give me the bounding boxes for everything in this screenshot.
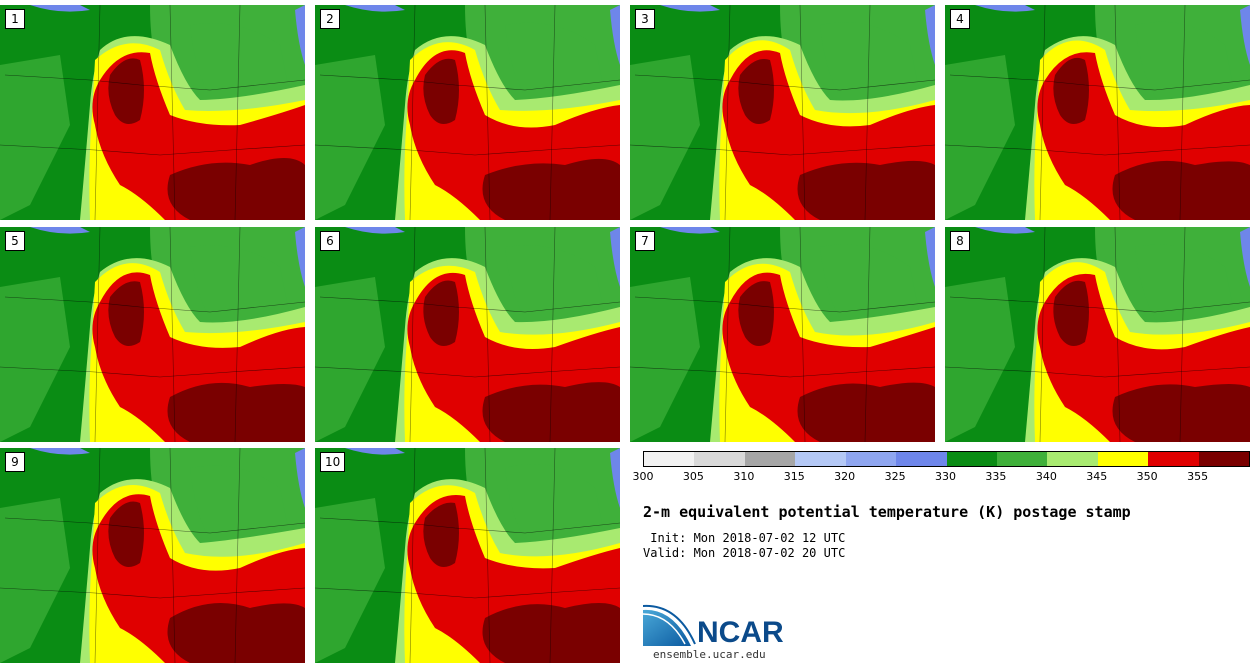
ensemble-member-map: 3 bbox=[630, 5, 935, 220]
colorbar-tick-label: 315 bbox=[783, 470, 805, 483]
colorbar-tick-label: 330 bbox=[935, 470, 956, 483]
colorbar-segment bbox=[694, 452, 745, 466]
ensemble-member-map: 1 bbox=[0, 5, 305, 220]
colorbar-segment bbox=[1148, 452, 1199, 466]
ensemble-member-map: 4 bbox=[945, 5, 1250, 220]
member-number-label: 8 bbox=[950, 231, 970, 251]
colorbar-segment bbox=[996, 452, 1048, 466]
logo-url: ensemble.ucar.edu bbox=[653, 648, 766, 661]
ensemble-member-map: 10 bbox=[315, 448, 620, 663]
colorbar-segment bbox=[946, 452, 997, 466]
colorbar-tick-label: 305 bbox=[682, 470, 704, 483]
member-number-label: 4 bbox=[950, 9, 970, 29]
colorbar-segment bbox=[644, 452, 695, 466]
member-number-label: 9 bbox=[5, 452, 25, 472]
ncar-wordmark: NCAR bbox=[697, 616, 784, 646]
colorbar-tick-label: 355 bbox=[1187, 470, 1209, 483]
init-time: Init: Mon 2018-07-02 12 UTC bbox=[643, 531, 846, 545]
colorbar-segment bbox=[1047, 452, 1098, 466]
ensemble-member-map: 2 bbox=[315, 5, 620, 220]
colorbar-segment bbox=[795, 452, 846, 466]
colorbar-ticks: 300 305 310 315 320 325 330 335 340 345 350 355 bbox=[633, 470, 1248, 484]
ensemble-member-map: 7 bbox=[630, 227, 935, 442]
ensemble-member-map: 5 bbox=[0, 227, 305, 442]
colorbar bbox=[643, 451, 1250, 467]
member-number-label: 2 bbox=[320, 9, 340, 29]
colorbar-tick-label: 300 bbox=[632, 470, 654, 483]
ensemble-member-map: 6 bbox=[315, 227, 620, 442]
colorbar-tick-label: 310 bbox=[733, 470, 755, 483]
member-number-label: 7 bbox=[635, 231, 655, 251]
colorbar-segment bbox=[1198, 452, 1250, 466]
colorbar-tick-label: 320 bbox=[834, 470, 856, 483]
colorbar-segment bbox=[896, 452, 947, 466]
member-number-label: 5 bbox=[5, 231, 25, 251]
valid-time: Valid: Mon 2018-07-02 20 UTC bbox=[643, 546, 846, 560]
colorbar-segment bbox=[845, 452, 897, 466]
ensemble-member-map: 8 bbox=[945, 227, 1250, 442]
ensemble-member-map: 9 bbox=[0, 448, 305, 663]
colorbar-tick-label: 345 bbox=[1086, 470, 1108, 483]
colorbar-segment bbox=[1097, 452, 1149, 466]
ncar-logo: NCAR bbox=[643, 604, 784, 646]
member-number-label: 3 bbox=[635, 9, 655, 29]
colorbar-tick-label: 325 bbox=[884, 470, 906, 483]
member-number-label: 1 bbox=[5, 9, 25, 29]
colorbar-tick-label: 350 bbox=[1136, 470, 1158, 483]
member-number-label: 10 bbox=[320, 452, 346, 472]
colorbar-segment bbox=[744, 452, 796, 466]
colorbar-tick-label: 335 bbox=[985, 470, 1007, 483]
figure-title: 2-m equivalent potential temperature (K)… bbox=[643, 503, 1131, 521]
colorbar-tick-label: 340 bbox=[1035, 470, 1057, 483]
member-number-label: 6 bbox=[320, 231, 340, 251]
